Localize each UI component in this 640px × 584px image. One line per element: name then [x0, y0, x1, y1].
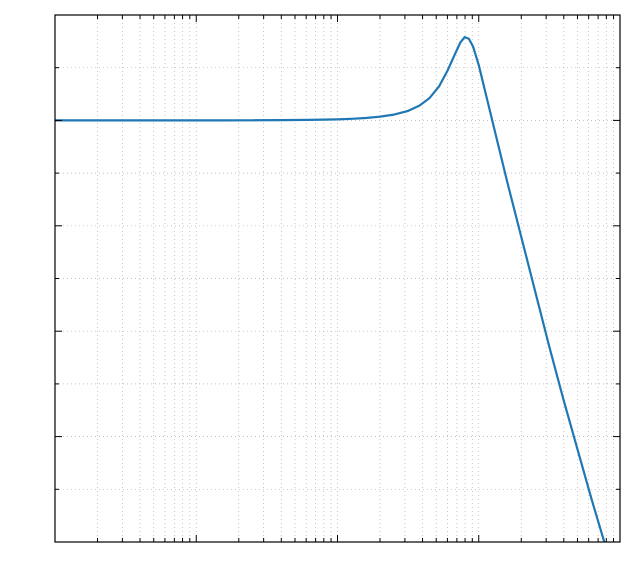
frequency-response-chart: [0, 0, 640, 584]
chart-svg: [0, 0, 640, 584]
